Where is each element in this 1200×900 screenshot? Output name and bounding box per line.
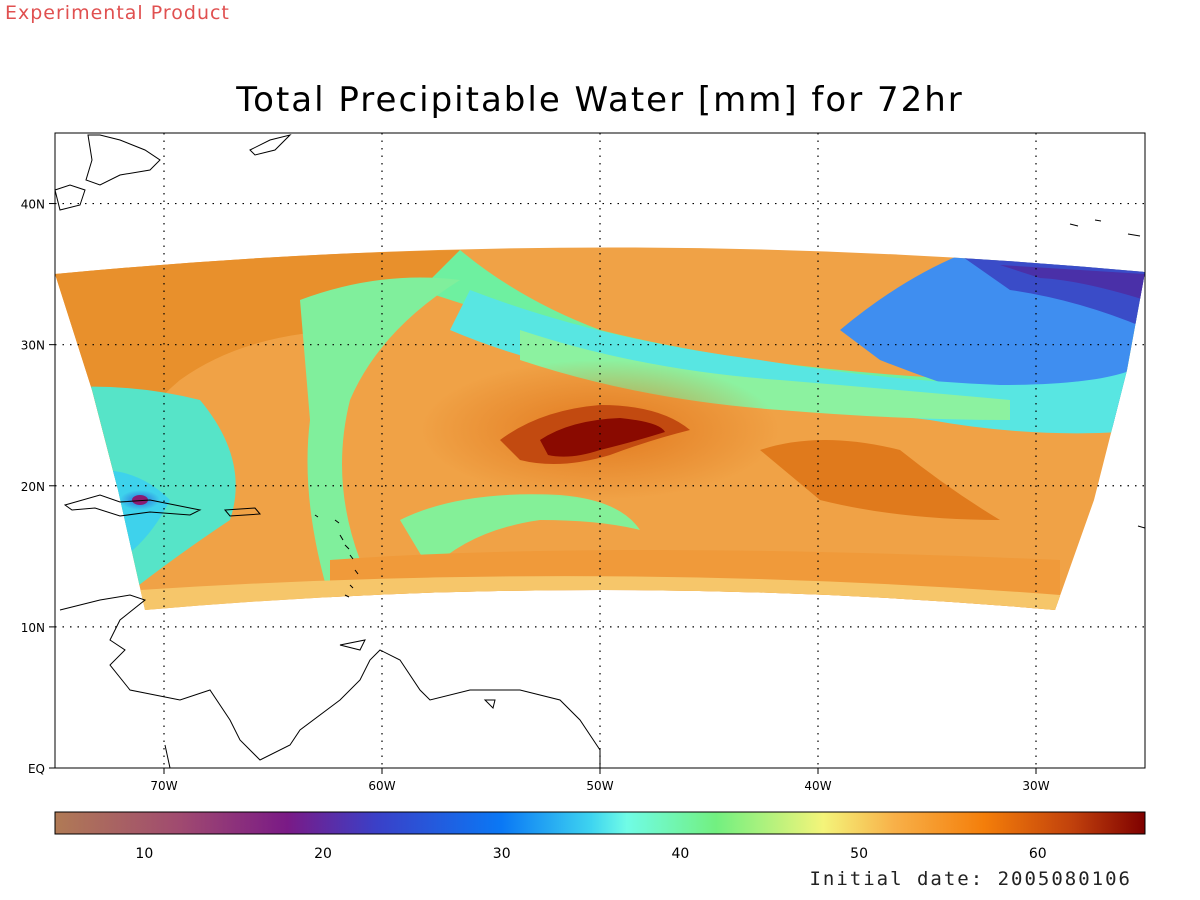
colorbar-tick-label: 40 — [671, 846, 689, 862]
lon-tick-label: 70W — [150, 779, 177, 793]
lon-tick-label: 50W — [586, 779, 613, 793]
latitude-tick-labels: EQ 10N 20N 30N 40N — [21, 198, 55, 776]
lat-tick-label: 20N — [21, 480, 45, 494]
colorbar-tick-label: 30 — [493, 846, 511, 862]
lat-tick-label: EQ — [28, 762, 45, 776]
colorbar — [54, 811, 1146, 835]
colorbar-tick-label: 50 — [850, 846, 868, 862]
lon-tick-label: 30W — [1022, 779, 1049, 793]
colorbar-tick-label: 60 — [1029, 846, 1047, 862]
lon-tick-label: 60W — [368, 779, 395, 793]
longitude-tick-labels: 70W 60W 50W 40W 30W — [150, 768, 1050, 793]
azores-islands — [1069, 219, 1146, 529]
colorbar-tick-label: 20 — [314, 846, 332, 862]
tpw-field — [55, 247, 1145, 610]
lat-tick-label: 40N — [21, 198, 45, 212]
lon-tick-label: 40W — [804, 779, 831, 793]
map-title: Total Precipitable Water [mm] for 72hr — [236, 80, 964, 120]
initial-date-label: Initial date: 2005080106 — [809, 868, 1132, 890]
lesser-antilles — [314, 514, 359, 598]
colorbar-tick-label: 10 — [135, 846, 153, 862]
coastlines — [54, 134, 601, 769]
lat-tick-label: 30N — [21, 339, 45, 353]
lat-tick-label: 10N — [21, 621, 45, 635]
graticule — [55, 133, 1145, 768]
experimental-product-label: Experimental Product — [5, 2, 230, 24]
colorbar-tick-labels: 10 20 30 40 50 60 — [135, 846, 1046, 862]
